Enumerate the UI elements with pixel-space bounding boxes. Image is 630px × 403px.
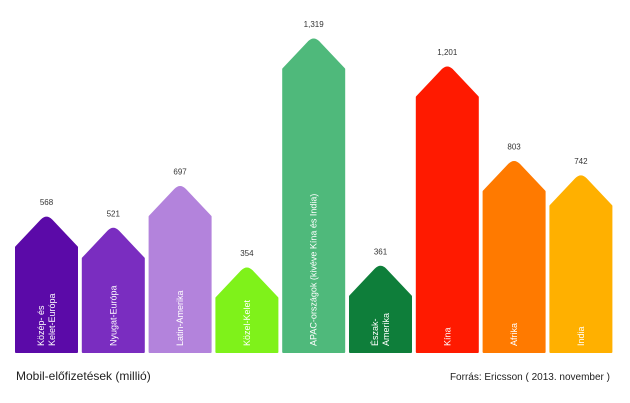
- value-label: 361: [374, 247, 388, 256]
- bars-group: 568 Közép- és Kelet-Európa 521 Nyugat-Európa…: [15, 20, 613, 353]
- category-label: Nyugat-Európa: [108, 285, 118, 346]
- bar: [549, 175, 613, 353]
- bar: [148, 186, 212, 353]
- category-label: Közel-Kelet: [242, 299, 252, 346]
- category-label: Közép- és: [36, 305, 46, 346]
- category-label: Latin-Amerika: [175, 290, 185, 346]
- category-label: Kelet-Európa: [47, 293, 57, 346]
- category-label: APAC-országok (kivéve Kína és India): [309, 194, 319, 346]
- chart-caption: Mobil-előfizetések (millió): [16, 369, 151, 383]
- category-label: Amerika: [381, 313, 391, 346]
- category-label: Afrika: [509, 323, 519, 346]
- bar: [482, 160, 546, 353]
- value-label: 1,319: [304, 20, 325, 29]
- value-label: 742: [574, 157, 588, 166]
- value-label: 803: [507, 142, 521, 151]
- category-label: India: [576, 326, 586, 346]
- value-label: 697: [173, 168, 187, 177]
- category-label: Kína: [442, 327, 452, 346]
- bar: [349, 265, 412, 353]
- bar: [15, 216, 78, 353]
- source-caption: Forrás: Ericsson ( 2013. november ): [449, 372, 610, 383]
- bar: [215, 267, 279, 353]
- value-label: 521: [107, 209, 121, 218]
- category-label: Észak-: [370, 318, 380, 346]
- value-label: 354: [240, 249, 254, 258]
- bar: [81, 227, 145, 353]
- bar: [415, 66, 479, 353]
- value-label: 1,201: [437, 48, 458, 57]
- value-label: 568: [40, 198, 54, 207]
- bar: [282, 38, 346, 353]
